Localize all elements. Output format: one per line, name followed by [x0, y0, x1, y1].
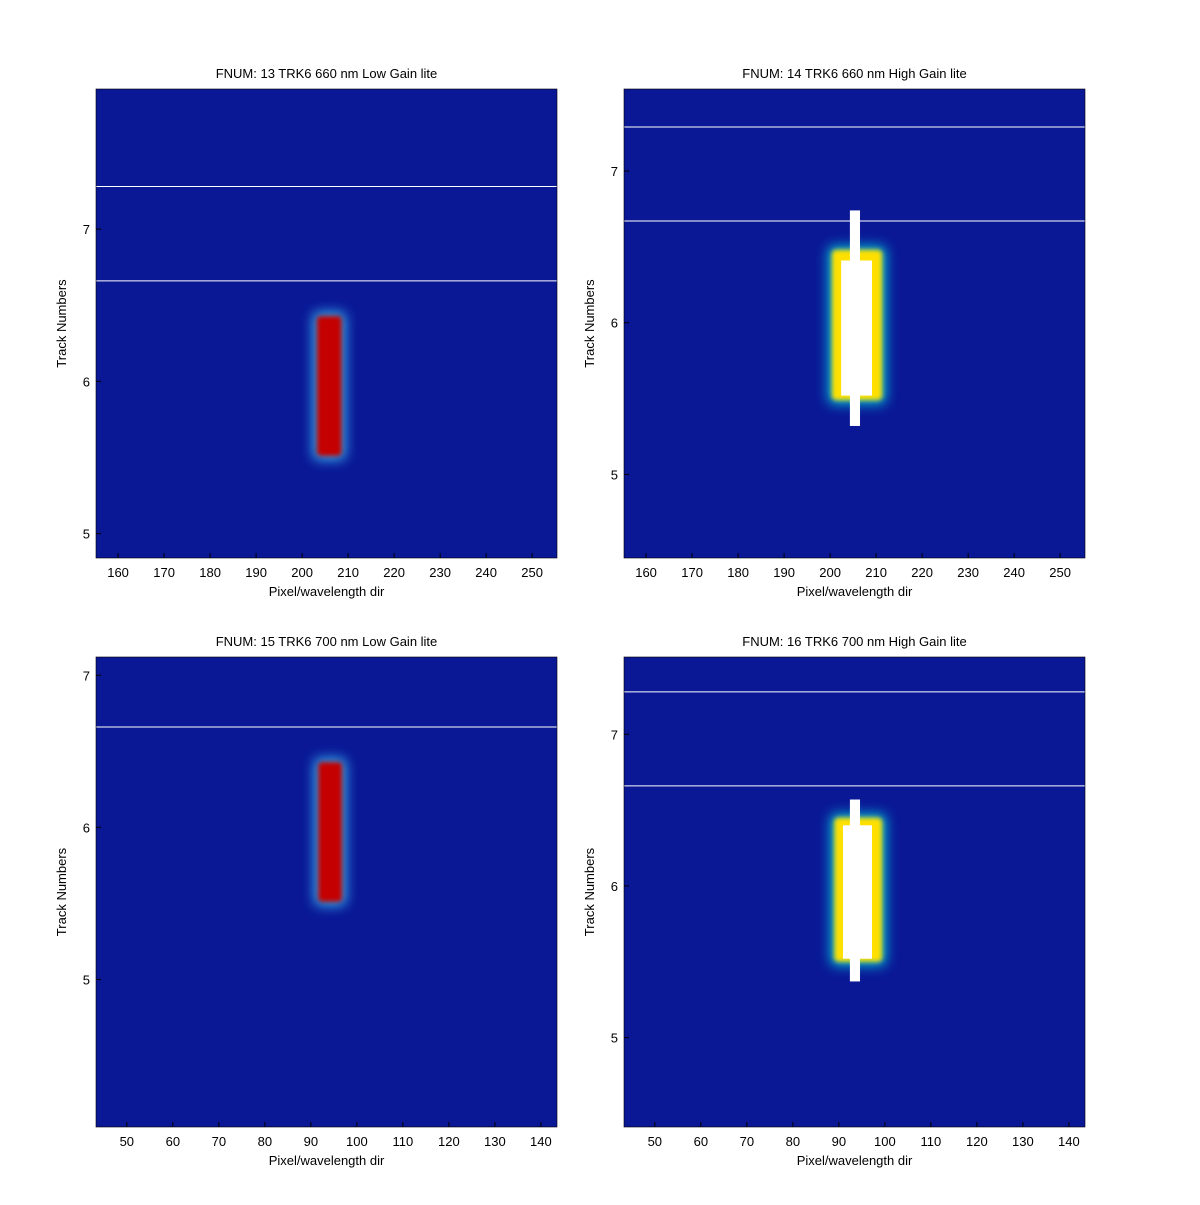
y-tick-label: 5 — [83, 527, 90, 542]
x-axis-label: Pixel/wavelength dir — [269, 1153, 385, 1168]
plot-content — [96, 185, 557, 460]
panel: 160 170 180 190 200 210 220 230 240 250 5 6 7 FNUM: 1… — [582, 66, 1086, 599]
chart-title: FNUM: 14 TRK6 660 nm High Gain lite — [742, 66, 966, 81]
saturated-column — [849, 210, 861, 426]
x-tick-label: 60 — [694, 1134, 708, 1149]
y-tick-label: 7 — [611, 164, 618, 179]
x-tick-label: 100 — [346, 1134, 368, 1149]
x-axis-label: Pixel/wavelength dir — [797, 584, 913, 599]
y-tick-label: 7 — [83, 668, 90, 683]
plot-frame — [623, 656, 1086, 1128]
x-tick-label: 130 — [484, 1134, 506, 1149]
y-tick-label: 6 — [83, 820, 90, 835]
plot-content — [96, 726, 557, 906]
x-tick-label: 220 — [911, 565, 933, 580]
x-tick-label: 240 — [1003, 565, 1025, 580]
spot — [316, 315, 342, 456]
x-tick-label: 180 — [199, 565, 221, 580]
y-axis-label: Track Numbers — [54, 847, 69, 936]
x-tick-label: 190 — [773, 565, 795, 580]
x-tick-label: 250 — [1049, 565, 1071, 580]
plot-content — [624, 691, 1085, 982]
x-tick-label: 90 — [832, 1134, 846, 1149]
panel: 160 170 180 190 200 210 220 230 240 250 5 6 7 FNUM: 1… — [54, 66, 558, 599]
x-tick-label: 200 — [291, 565, 313, 580]
x-tick-label: 70 — [740, 1134, 754, 1149]
plot-content — [624, 126, 1085, 426]
saturated-column — [849, 799, 861, 982]
x-tick-label: 100 — [874, 1134, 896, 1149]
x-tick-label: 200 — [819, 565, 841, 580]
chart-title: FNUM: 16 TRK6 700 nm High Gain lite — [742, 634, 966, 649]
x-tick-label: 210 — [865, 565, 887, 580]
chart-title: FNUM: 13 TRK6 660 nm Low Gain lite — [216, 66, 438, 81]
x-tick-label: 70 — [212, 1134, 226, 1149]
plot-frame — [623, 88, 1086, 559]
y-tick-label: 7 — [611, 727, 618, 742]
panel: 50 60 70 80 90 100 110 120 130 140 5 6 7 FNUM: 15 TRK… — [54, 634, 558, 1168]
x-tick-label: 170 — [681, 565, 703, 580]
x-tick-label: 230 — [429, 565, 451, 580]
x-tick-label: 90 — [304, 1134, 318, 1149]
x-axis-label: Pixel/wavelength dir — [269, 584, 385, 599]
chart-title: FNUM: 15 TRK6 700 nm Low Gain lite — [216, 634, 438, 649]
y-axis-label: Track Numbers — [582, 279, 597, 368]
y-tick-label: 5 — [83, 972, 90, 987]
y-tick-label: 6 — [611, 879, 618, 894]
x-tick-label: 50 — [648, 1134, 662, 1149]
panel: 50 60 70 80 90 100 110 120 130 140 5 6 7 FNUM: 16 TRK… — [582, 634, 1086, 1168]
y-axis-label: Track Numbers — [582, 847, 597, 936]
plot-frame — [95, 88, 558, 559]
x-tick-label: 180 — [727, 565, 749, 580]
y-axis-label: Track Numbers — [54, 279, 69, 368]
y-tick-label: 7 — [83, 222, 90, 237]
x-tick-label: 50 — [120, 1134, 134, 1149]
x-tick-label: 160 — [635, 565, 657, 580]
x-tick-label: 120 — [438, 1134, 460, 1149]
x-tick-label: 110 — [921, 1134, 942, 1149]
x-tick-label: 80 — [258, 1134, 272, 1149]
x-tick-label: 210 — [337, 565, 359, 580]
x-tick-label: 120 — [966, 1134, 988, 1149]
x-tick-label: 250 — [521, 565, 543, 580]
x-tick-label: 190 — [245, 565, 267, 580]
x-tick-label: 80 — [786, 1134, 800, 1149]
spot — [318, 761, 343, 902]
y-tick-label: 5 — [611, 468, 618, 483]
plot-frame — [95, 656, 558, 1128]
x-axis-label: Pixel/wavelength dir — [797, 1153, 913, 1168]
x-tick-label: 60 — [166, 1134, 180, 1149]
x-tick-label: 170 — [153, 565, 175, 580]
x-tick-label: 110 — [393, 1134, 414, 1149]
x-tick-label: 230 — [957, 565, 979, 580]
y-tick-label: 5 — [611, 1031, 618, 1046]
x-tick-label: 240 — [475, 565, 497, 580]
y-tick-label: 6 — [83, 374, 90, 389]
x-tick-label: 130 — [1012, 1134, 1034, 1149]
x-tick-label: 160 — [107, 565, 129, 580]
y-tick-label: 6 — [611, 316, 618, 331]
x-tick-label: 220 — [383, 565, 405, 580]
x-tick-label: 140 — [1058, 1134, 1080, 1149]
x-tick-label: 140 — [530, 1134, 552, 1149]
